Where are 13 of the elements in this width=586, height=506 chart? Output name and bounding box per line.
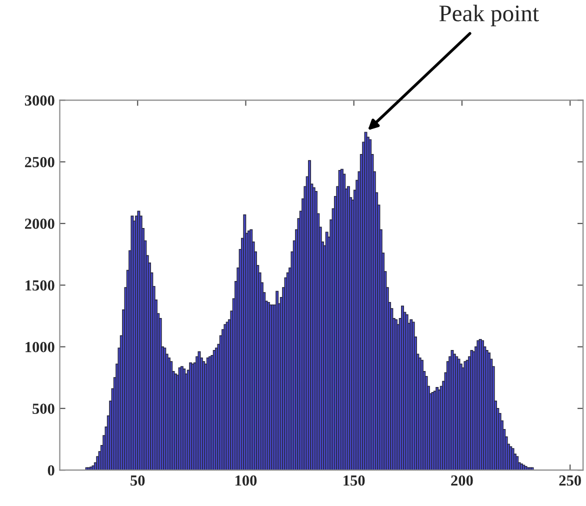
y-tick-label: 2500 (24, 156, 54, 168)
y-tick-label: 500 (32, 404, 54, 414)
x-tick-label: 200 (451, 475, 473, 486)
y-tick-label: 1000 (26, 342, 54, 352)
annotation: Peak point (439, 4, 539, 26)
y-tick-label: 1500 (26, 280, 54, 291)
x-tick-label: 100 (236, 475, 257, 486)
x-tick-label: 50 (130, 475, 145, 486)
y-tick-label: 0 (48, 465, 54, 476)
y-tick-label: 2000 (24, 218, 54, 229)
x-tick-label: 150 (344, 475, 365, 486)
y-tick-label: 3000 (24, 95, 54, 106)
x-tick-label: 250 (559, 475, 581, 486)
